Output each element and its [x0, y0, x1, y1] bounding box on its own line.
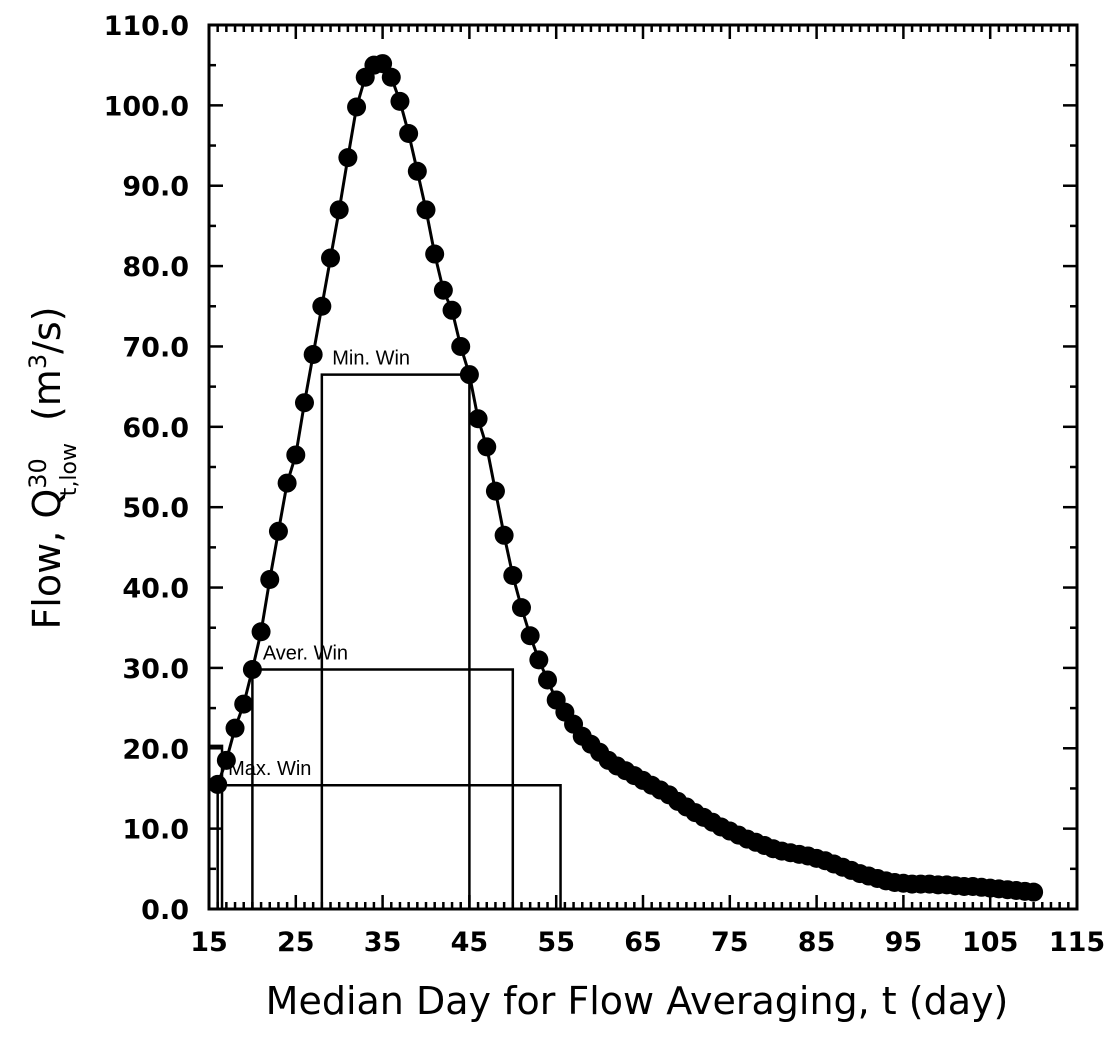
window-box	[320, 373, 471, 909]
y-axis-title-subscript: t,low	[57, 443, 82, 496]
y-tick-label: 20.0	[122, 734, 189, 765]
window-label: Aver. Win	[263, 643, 348, 665]
data-point	[294, 393, 314, 413]
data-point	[260, 570, 280, 590]
window-box	[216, 783, 562, 909]
y-tick-label: 60.0	[122, 413, 189, 444]
window-label: Min. Win	[332, 348, 410, 370]
window-label: Max. Win	[228, 758, 311, 780]
data-point	[485, 481, 505, 501]
data-point	[321, 248, 341, 268]
data-point	[459, 365, 479, 385]
data-point	[468, 409, 488, 429]
y-axis-title-prefix: Flow, Q	[25, 489, 69, 630]
data-point	[242, 660, 262, 680]
data-point	[1024, 882, 1044, 902]
flow-series	[208, 54, 1044, 902]
x-tick-label: 35	[364, 927, 402, 958]
y-axis-title-unit-open: (m	[25, 369, 69, 421]
data-point	[329, 200, 349, 220]
x-tick-label: 105	[962, 927, 1018, 958]
data-point	[503, 565, 523, 585]
y-tick-label: 80.0	[122, 252, 189, 283]
data-point	[234, 694, 254, 714]
data-point	[520, 626, 540, 646]
data-point	[538, 670, 558, 690]
tick-labels: 15 25 35 45 55 65 75 85 95 105 115 0.0 10.0 20.0 30.0 4…	[104, 11, 1106, 958]
data-point	[433, 280, 453, 300]
data-point	[303, 344, 323, 364]
y-tick-label: 40.0	[122, 574, 189, 605]
data-point	[529, 650, 549, 670]
data-point	[225, 718, 245, 738]
y-axis-title: Flow, Q30 t,low (m3/s)	[24, 306, 82, 629]
data-point	[381, 67, 401, 87]
data-point	[511, 598, 531, 618]
y-tick-label: 0.0	[141, 895, 189, 926]
data-point	[425, 244, 445, 264]
y-tick-label: 110.0	[104, 11, 189, 42]
data-point	[338, 148, 358, 168]
data-point	[277, 473, 297, 493]
x-tick-label: 15	[190, 927, 228, 958]
data-point	[451, 336, 471, 356]
data-point	[442, 300, 462, 320]
plot-frame	[207, 23, 1079, 911]
data-point	[208, 774, 228, 794]
x-tick-label: 25	[277, 927, 315, 958]
window-box	[251, 668, 515, 909]
y-axis-title-unit-close: /s)	[25, 306, 69, 353]
y-tick-label: 10.0	[122, 815, 189, 846]
data-point	[494, 525, 514, 545]
x-tick-label: 45	[451, 927, 489, 958]
y-tick-label: 30.0	[122, 654, 189, 685]
data-point	[286, 445, 306, 465]
x-tick-label: 95	[885, 927, 923, 958]
data-point	[399, 123, 419, 143]
data-point	[347, 97, 367, 117]
window-step	[209, 744, 224, 909]
data-point	[416, 200, 436, 220]
x-tick-label: 115	[1049, 927, 1105, 958]
x-tick-label: 85	[798, 927, 836, 958]
y-tick-label: 50.0	[122, 493, 189, 524]
window-boxes: Min. Win Aver. Win Max. Win	[209, 348, 562, 909]
x-tick-label: 75	[711, 927, 749, 958]
data-point	[251, 622, 271, 642]
x-tick-label: 55	[537, 927, 575, 958]
y-tick-label: 90.0	[122, 172, 189, 203]
x-tick-label: 65	[624, 927, 662, 958]
data-point	[268, 521, 288, 541]
y-tick-label: 100.0	[104, 91, 189, 122]
data-point	[477, 437, 497, 457]
y-tick-label: 70.0	[122, 332, 189, 363]
data-point	[390, 91, 410, 111]
y-axis-title-unit-sup: 3	[24, 354, 52, 369]
x-axis-title: Median Day for Flow Averaging, t (day)	[266, 979, 1009, 1023]
y-axis-title-superscript: 30	[24, 458, 52, 489]
data-point	[312, 296, 332, 316]
data-point	[216, 750, 236, 770]
data-point	[407, 161, 427, 181]
data-point	[373, 54, 393, 74]
